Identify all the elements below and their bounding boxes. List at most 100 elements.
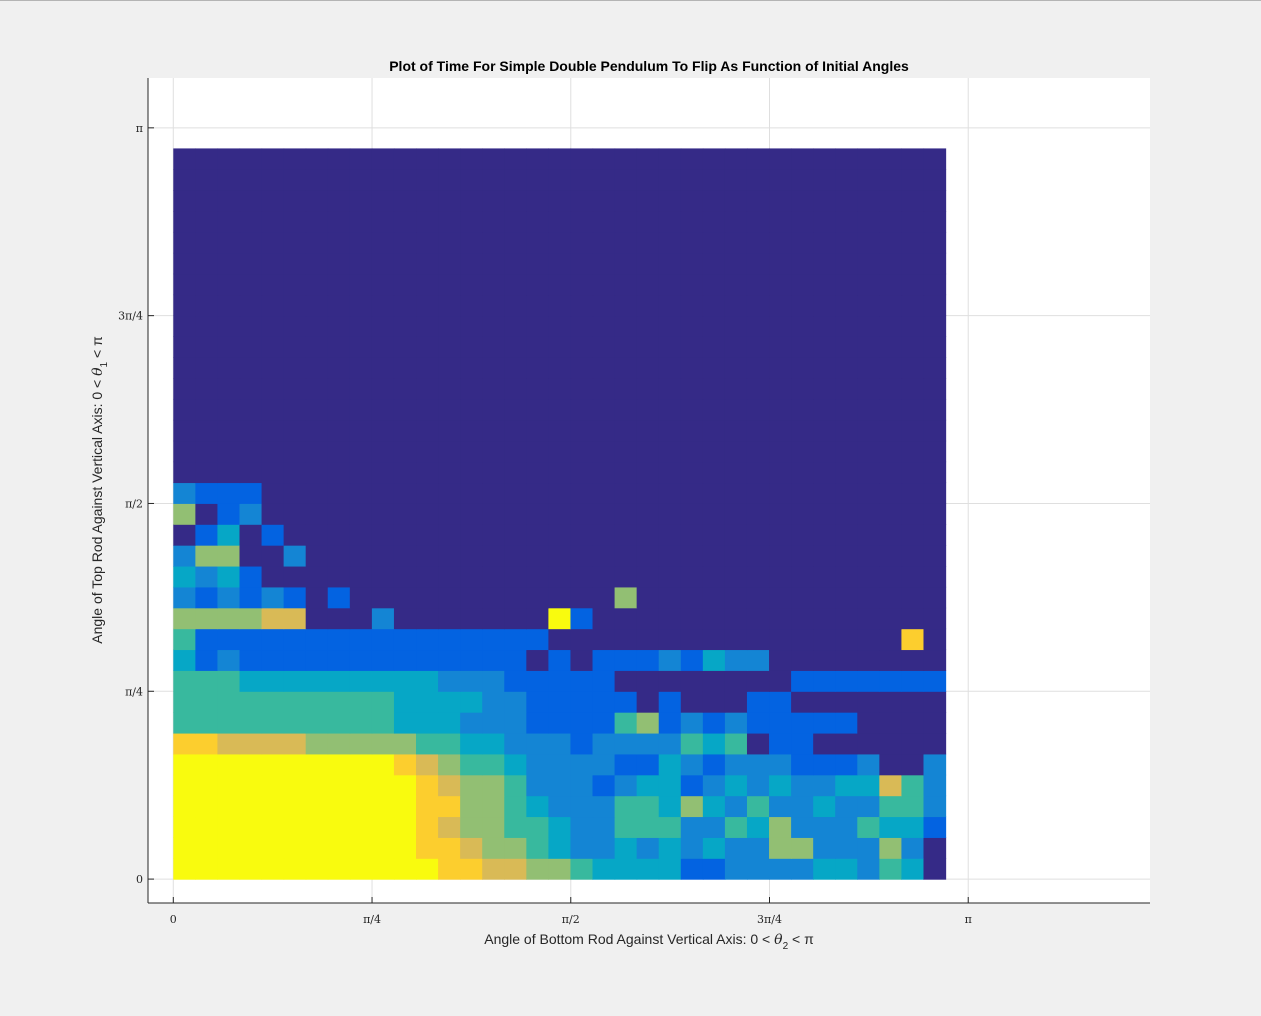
x-tick-label: 0 — [170, 913, 177, 926]
heatmap-cell — [393, 753, 417, 776]
x-tick-label: π — [965, 913, 972, 926]
heatmap-cell — [327, 273, 351, 296]
heatmap-cell — [327, 148, 351, 170]
heatmap-cell — [835, 712, 858, 734]
heatmap-cell — [283, 607, 307, 630]
heatmap-cell — [570, 858, 594, 880]
y-tick-label: π/4 — [125, 685, 143, 698]
heatmap-cell — [791, 419, 814, 442]
heatmap-cell — [835, 503, 858, 525]
heatmap-cell — [349, 753, 373, 776]
heatmap-cell — [349, 440, 373, 463]
heatmap-cell — [239, 461, 263, 484]
heatmap-cell — [416, 190, 439, 212]
heatmap-cell — [923, 837, 947, 859]
heatmap-cell — [482, 774, 505, 797]
heatmap-cell — [857, 795, 880, 818]
heatmap-cell — [504, 712, 527, 734]
heatmap-cell — [879, 148, 903, 170]
heatmap-cell — [548, 294, 572, 317]
heatmap-cell — [261, 461, 285, 484]
heatmap-cell — [261, 148, 285, 170]
heatmap-cell — [901, 816, 925, 838]
heatmap-cell — [592, 482, 616, 504]
heatmap-cell — [416, 816, 439, 838]
heatmap-cell — [371, 524, 395, 546]
heatmap-cell — [438, 649, 461, 671]
heatmap-cell — [217, 440, 241, 463]
heatmap-cell — [923, 461, 947, 484]
heatmap-cell — [835, 148, 858, 170]
heatmap-cell — [636, 586, 660, 609]
heatmap-cell — [349, 211, 373, 233]
heatmap-cell — [371, 190, 395, 212]
heatmap-cell — [702, 378, 726, 400]
heatmap-cell — [371, 628, 395, 651]
heatmap-cell — [173, 336, 196, 358]
heatmap-cell — [482, 795, 505, 818]
heatmap-cell — [548, 649, 572, 671]
heatmap-cell — [173, 398, 196, 421]
heatmap-cell — [548, 148, 572, 170]
heatmap-cell — [327, 816, 351, 838]
heatmap-cell — [614, 148, 638, 170]
heatmap-cell — [460, 649, 483, 671]
heatmap-cell — [393, 378, 417, 400]
heatmap-cell — [857, 190, 880, 212]
heatmap-cell — [835, 649, 858, 671]
heatmap-cell — [923, 503, 947, 525]
heatmap-cell — [349, 816, 373, 838]
heatmap-cell — [636, 858, 660, 880]
y-axis-label: Angle of Top Rod Against Vertical Axis: … — [89, 336, 110, 644]
heatmap-cell — [636, 440, 660, 463]
heatmap-cell — [769, 190, 792, 212]
heatmap-cell — [349, 524, 373, 546]
heatmap-cell — [923, 378, 947, 400]
heatmap-cell — [261, 712, 285, 734]
heatmap-cell — [239, 858, 263, 880]
x-tick-label: π/4 — [363, 913, 381, 926]
heatmap-cell — [658, 190, 682, 212]
heatmap-cell — [305, 211, 329, 233]
heatmap-cell — [702, 545, 726, 567]
heatmap-cell — [482, 273, 505, 296]
heatmap-cell — [746, 837, 770, 859]
heatmap-cell — [658, 524, 682, 546]
heatmap-cell — [305, 670, 329, 692]
heatmap-cell — [217, 837, 241, 859]
heatmap-cell — [702, 252, 726, 275]
heatmap-cell — [791, 670, 814, 692]
heatmap-cell — [636, 419, 660, 442]
heatmap-cell — [835, 440, 858, 463]
heatmap-cell — [239, 419, 263, 442]
heatmap-cell — [592, 753, 616, 776]
heatmap-cell — [327, 628, 351, 651]
heatmap-cell — [835, 252, 858, 275]
heatmap-cell — [570, 774, 594, 797]
heatmap-cell — [680, 357, 704, 379]
heatmap-cell — [592, 691, 616, 713]
heatmap-cell — [658, 419, 682, 442]
heatmap-cell — [261, 190, 285, 212]
heatmap-cell — [879, 545, 903, 567]
heatmap-cell — [769, 712, 792, 734]
heatmap-cell — [438, 461, 461, 484]
heatmap-cell — [393, 315, 417, 337]
heatmap-cell — [482, 712, 505, 734]
heatmap-cell — [416, 837, 439, 859]
heatmap-cell — [857, 482, 880, 504]
heatmap-cell — [614, 837, 638, 859]
heatmap-cell — [769, 607, 792, 630]
heatmap-cell — [813, 524, 836, 546]
heatmap-cell — [239, 524, 263, 546]
heatmap-cell — [416, 440, 439, 463]
heatmap-cell — [283, 858, 307, 880]
heatmap-cell — [526, 607, 549, 630]
heatmap-cell — [173, 169, 196, 191]
heatmap-cell — [327, 545, 351, 567]
heatmap-cell — [504, 419, 527, 442]
heatmap-cell — [349, 190, 373, 212]
heatmap-cell — [327, 294, 351, 317]
heatmap-cell — [482, 440, 505, 463]
heatmap-cell — [504, 524, 527, 546]
